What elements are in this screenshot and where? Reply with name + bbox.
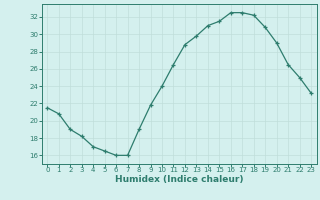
- X-axis label: Humidex (Indice chaleur): Humidex (Indice chaleur): [115, 175, 244, 184]
